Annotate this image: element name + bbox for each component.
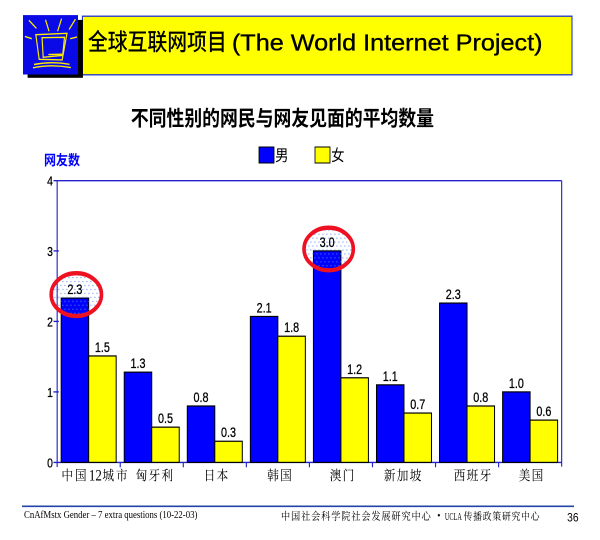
svg-text:0.8: 0.8: [194, 389, 209, 405]
svg-text:0.7: 0.7: [410, 396, 425, 412]
svg-text:1.5: 1.5: [95, 339, 110, 355]
svg-text:1.0: 1.0: [509, 375, 524, 391]
svg-text:CnAfMstx Gender – 7 extra ques: CnAfMstx Gender – 7 extra questions (10-…: [24, 509, 197, 521]
svg-text:0.5: 0.5: [158, 410, 173, 426]
svg-text:2: 2: [47, 317, 53, 330]
svg-text:3.0: 3.0: [320, 234, 335, 250]
svg-text:12: 12: [89, 467, 102, 484]
svg-text:4: 4: [47, 176, 53, 189]
svg-text:•: •: [437, 510, 440, 522]
svg-text:1.3: 1.3: [130, 355, 145, 371]
svg-text:2.3: 2.3: [67, 281, 82, 297]
svg-text:UCLA: UCLA: [445, 511, 462, 523]
svg-text:0.3: 0.3: [221, 424, 236, 440]
svg-text:(The World Internet Project): (The World Internet Project): [232, 30, 543, 56]
svg-text:2.3: 2.3: [446, 286, 461, 302]
svg-text:1.8: 1.8: [284, 319, 299, 335]
svg-text:3: 3: [47, 246, 53, 259]
svg-text:0.6: 0.6: [536, 403, 551, 419]
svg-text:1.1: 1.1: [383, 368, 398, 384]
svg-text:1.2: 1.2: [347, 361, 362, 377]
svg-text:1: 1: [47, 387, 53, 400]
svg-text:0.8: 0.8: [473, 389, 488, 405]
svg-text:36: 36: [567, 512, 578, 525]
svg-text:2.1: 2.1: [257, 299, 272, 315]
svg-text:0: 0: [47, 458, 53, 471]
